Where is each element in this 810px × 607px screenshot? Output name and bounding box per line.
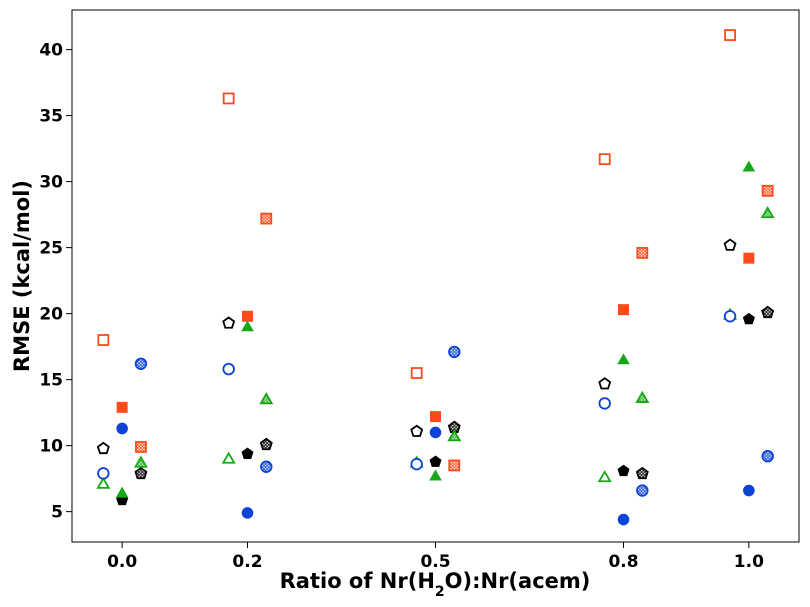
black-open-pentagon-point bbox=[410, 424, 424, 437]
y-axis: 5 10 15 20 25 30 35 40 bbox=[39, 41, 72, 523]
orange-hatched-square-point bbox=[448, 459, 461, 472]
blue-filled-circle-point bbox=[743, 484, 755, 497]
green-hatched-triangle-point bbox=[259, 392, 274, 405]
blue-hatched-circle-point bbox=[636, 484, 649, 497]
orange-open-square-point bbox=[724, 29, 736, 41]
x-axis-label-subscript: 2 bbox=[435, 584, 445, 600]
blue-open-circle-point bbox=[598, 397, 611, 410]
blue-hatched-circle-point bbox=[134, 357, 148, 370]
y-tick-label: 5 bbox=[51, 503, 63, 523]
orange-filled-square-point bbox=[430, 411, 441, 423]
green-hatched-triangle-point bbox=[635, 390, 650, 403]
x-axis: 0.0 0.2 0.5 0.8 1.0 bbox=[107, 542, 764, 572]
orange-open-square-point bbox=[222, 92, 235, 105]
y-tick-label: 20 bbox=[39, 305, 63, 325]
data-points bbox=[96, 29, 775, 526]
black-hatched-pentagon-point bbox=[635, 466, 649, 480]
black-open-pentagon-point bbox=[723, 238, 737, 251]
x-axis-label-part-2: O):Nr(acem) bbox=[445, 569, 591, 593]
green-filled-triangle-point bbox=[742, 160, 756, 172]
blue-hatched-circle-point bbox=[448, 345, 461, 359]
black-filled-pentagon-point bbox=[429, 455, 442, 467]
black-filled-pentagon-point bbox=[742, 312, 755, 325]
green-filled-triangle-point bbox=[617, 353, 630, 365]
blue-open-circle-point bbox=[723, 310, 737, 323]
green-filled-triangle-point bbox=[429, 469, 442, 481]
orange-filled-square-point bbox=[743, 252, 755, 264]
orange-hatched-square-point bbox=[135, 441, 147, 453]
orange-open-square-point bbox=[598, 153, 611, 166]
orange-filled-square-point bbox=[116, 401, 128, 413]
blue-hatched-circle-point bbox=[761, 449, 774, 463]
orange-filled-square-point bbox=[241, 310, 253, 322]
black-hatched-pentagon-point bbox=[259, 437, 273, 451]
black-filled-pentagon-point bbox=[241, 447, 254, 459]
orange-hatched-square-point bbox=[260, 212, 273, 225]
orange-hatched-square-point bbox=[636, 246, 649, 259]
green-open-triangle-point bbox=[221, 451, 236, 464]
x-axis-label: Ratio of Nr(H2O):Nr(acem) bbox=[280, 569, 591, 600]
plot-area bbox=[71, 9, 800, 543]
x-tick-label: 1.0 bbox=[734, 552, 764, 572]
black-open-pentagon-point bbox=[222, 316, 236, 329]
green-filled-triangle-point bbox=[241, 320, 254, 332]
y-tick-label: 30 bbox=[39, 173, 63, 193]
x-axis-label-part-1: Ratio of Nr(H bbox=[280, 569, 435, 593]
y-tick-label: 15 bbox=[39, 371, 63, 391]
x-tick-label: 0.2 bbox=[232, 552, 262, 572]
y-axis-label: RMSE (kcal/mol) bbox=[10, 180, 34, 372]
black-open-pentagon-point bbox=[96, 441, 110, 455]
blue-open-circle-point bbox=[222, 362, 235, 376]
blue-filled-circle-point bbox=[241, 507, 254, 519]
blue-open-circle-point bbox=[97, 467, 110, 480]
green-hatched-triangle-point bbox=[760, 205, 775, 219]
orange-open-square-point bbox=[97, 334, 110, 346]
y-tick-label: 40 bbox=[39, 41, 63, 61]
blue-filled-circle-point bbox=[116, 422, 128, 435]
black-hatched-pentagon-point bbox=[134, 466, 148, 480]
green-filled-triangle-point bbox=[115, 486, 129, 498]
y-tick-label: 10 bbox=[39, 437, 63, 457]
orange-filled-square-point bbox=[618, 304, 630, 316]
black-hatched-pentagon-point bbox=[761, 305, 775, 319]
orange-open-square-point bbox=[410, 367, 423, 379]
x-tick-label: 0.8 bbox=[608, 552, 638, 572]
green-open-triangle-point bbox=[96, 476, 111, 489]
green-hatched-triangle-point bbox=[447, 429, 462, 442]
y-tick-label: 35 bbox=[39, 107, 63, 127]
black-filled-pentagon-point bbox=[617, 464, 630, 477]
green-hatched-triangle-point bbox=[133, 455, 148, 468]
y-tick-label: 25 bbox=[39, 239, 63, 259]
orange-hatched-square-point bbox=[761, 184, 774, 197]
blue-open-circle-point bbox=[410, 457, 423, 471]
x-tick-label: 0.0 bbox=[107, 552, 137, 572]
blue-filled-circle-point bbox=[617, 513, 630, 526]
blue-hatched-circle-point bbox=[260, 460, 273, 473]
black-open-pentagon-point bbox=[598, 377, 612, 390]
x-tick-label: 0.5 bbox=[420, 552, 450, 572]
blue-filled-circle-point bbox=[429, 426, 442, 439]
green-open-triangle-point bbox=[597, 470, 612, 483]
